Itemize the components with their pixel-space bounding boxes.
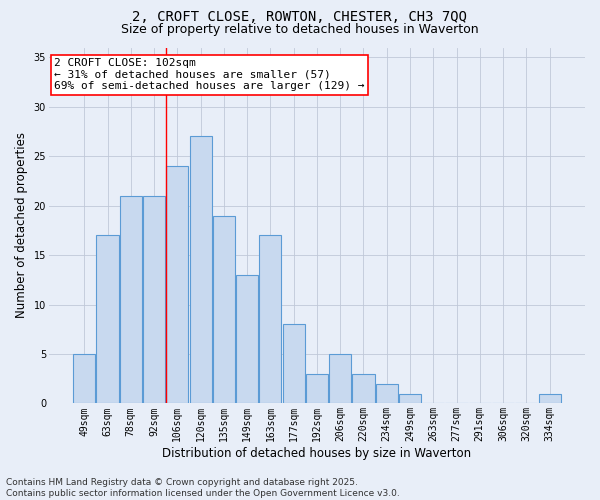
Text: 2 CROFT CLOSE: 102sqm
← 31% of detached houses are smaller (57)
69% of semi-deta: 2 CROFT CLOSE: 102sqm ← 31% of detached … <box>54 58 365 92</box>
Bar <box>236 275 258 404</box>
Bar <box>143 196 165 404</box>
X-axis label: Distribution of detached houses by size in Waverton: Distribution of detached houses by size … <box>163 447 472 460</box>
Bar <box>352 374 374 404</box>
Text: 2, CROFT CLOSE, ROWTON, CHESTER, CH3 7QQ: 2, CROFT CLOSE, ROWTON, CHESTER, CH3 7QQ <box>133 10 467 24</box>
Bar <box>213 216 235 404</box>
Bar <box>329 354 351 404</box>
Bar <box>166 166 188 404</box>
Bar <box>73 354 95 404</box>
Bar <box>399 394 421 404</box>
Bar <box>259 236 281 404</box>
Bar <box>306 374 328 404</box>
Text: Size of property relative to detached houses in Waverton: Size of property relative to detached ho… <box>121 22 479 36</box>
Bar <box>283 324 305 404</box>
Bar <box>376 384 398 404</box>
Bar <box>97 236 119 404</box>
Bar <box>120 196 142 404</box>
Y-axis label: Number of detached properties: Number of detached properties <box>15 132 28 318</box>
Bar <box>539 394 560 404</box>
Bar <box>190 136 212 404</box>
Text: Contains HM Land Registry data © Crown copyright and database right 2025.
Contai: Contains HM Land Registry data © Crown c… <box>6 478 400 498</box>
